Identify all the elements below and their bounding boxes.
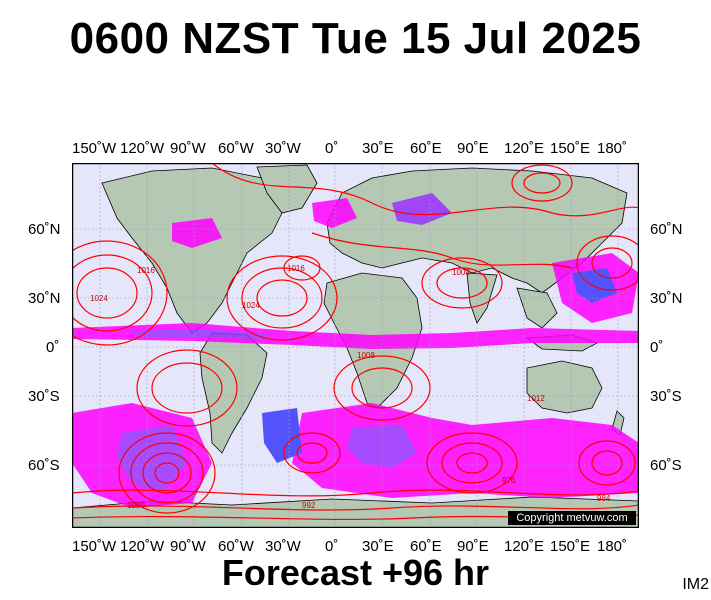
isobar bbox=[578, 440, 636, 486]
lon-label: 90˚W bbox=[170, 140, 206, 157]
lon-label: 60˚W bbox=[218, 140, 254, 157]
lon-label: 30˚E bbox=[362, 140, 394, 157]
image-id-label: IM2 bbox=[682, 576, 709, 593]
map-frame bbox=[72, 163, 639, 528]
map-title: 0600 NZST Tue 15 Jul 2025 bbox=[69, 14, 642, 63]
precip-band-tropical-core bbox=[132, 329, 272, 339]
isobar bbox=[72, 254, 153, 332]
graticule bbox=[72, 163, 639, 528]
isobar bbox=[426, 432, 518, 494]
precipitation bbox=[72, 193, 639, 508]
isobar bbox=[72, 489, 639, 497]
lon-label: 0˚ bbox=[325, 140, 339, 157]
isobar-label: 976 bbox=[502, 476, 516, 485]
lon-label: 60˚E bbox=[410, 538, 442, 555]
isobar-label: 1008 bbox=[357, 351, 375, 360]
lon-label: 150˚E bbox=[550, 538, 591, 555]
isobar bbox=[436, 267, 488, 299]
lon-label: 150˚E bbox=[550, 140, 591, 157]
lon-label: 120˚W bbox=[120, 140, 165, 157]
lat-label: 60˚N bbox=[28, 221, 61, 238]
north-america bbox=[101, 167, 288, 334]
lon-label: 120˚E bbox=[504, 140, 545, 157]
isobar bbox=[241, 267, 323, 329]
isobar bbox=[72, 504, 639, 511]
isobar bbox=[591, 450, 623, 476]
isobar bbox=[256, 279, 308, 317]
southeast-asia bbox=[516, 287, 558, 329]
lon-label: 0˚ bbox=[325, 538, 339, 555]
isobar-label: 1016 bbox=[137, 266, 155, 275]
copyright-label: Copyright metvuw.com bbox=[508, 511, 636, 525]
isobar bbox=[283, 255, 321, 281]
lat-label: 30˚S bbox=[650, 388, 682, 405]
isobar bbox=[283, 432, 341, 474]
isobar bbox=[456, 452, 488, 474]
lon-label: 180˚ bbox=[597, 538, 628, 555]
isobar-label: 992 bbox=[302, 501, 316, 510]
australia bbox=[526, 360, 603, 414]
lon-label: 150˚W bbox=[72, 538, 117, 555]
isobar bbox=[296, 442, 328, 464]
lon-label: 120˚E bbox=[504, 538, 545, 555]
lon-label: 30˚W bbox=[265, 538, 301, 555]
isobar bbox=[441, 442, 503, 484]
isobar-label: 984 bbox=[597, 494, 611, 503]
lat-label: 60˚S bbox=[28, 457, 60, 474]
isobar bbox=[151, 362, 223, 414]
lon-label: 150˚W bbox=[72, 140, 117, 157]
lon-label: 120˚W bbox=[120, 538, 165, 555]
isobar bbox=[136, 349, 238, 427]
isobar-label: 1000 bbox=[127, 501, 145, 510]
isobar-label: 1024 bbox=[242, 301, 260, 310]
isobar-label: 1024 bbox=[90, 294, 108, 303]
lon-label: 90˚W bbox=[170, 538, 206, 555]
lon-label: 90˚E bbox=[457, 538, 489, 555]
lon-label: 90˚E bbox=[457, 140, 489, 157]
lon-label: 30˚E bbox=[362, 538, 394, 555]
precip-asia bbox=[392, 193, 452, 225]
isobar bbox=[76, 267, 138, 319]
precip-europe bbox=[312, 198, 357, 228]
isobar bbox=[72, 240, 168, 346]
landmasses bbox=[72, 164, 639, 528]
isobar-label: 1016 bbox=[287, 264, 305, 273]
precip-south-pacific-core bbox=[117, 425, 187, 493]
lon-label: 30˚W bbox=[265, 140, 301, 157]
isobar bbox=[311, 232, 573, 269]
isobar bbox=[591, 247, 633, 279]
isobar bbox=[211, 163, 639, 217]
isobar-label: 1012 bbox=[527, 394, 545, 403]
isobar bbox=[118, 432, 216, 514]
lon-label: 60˚W bbox=[218, 538, 254, 555]
isobar bbox=[154, 462, 180, 484]
precip-north-america bbox=[172, 218, 222, 248]
forecast-label: Forecast +96 hr bbox=[221, 552, 490, 593]
precip-southern-ocean-core bbox=[347, 425, 417, 468]
lat-label: 0˚ bbox=[650, 339, 664, 356]
isobar bbox=[511, 164, 573, 202]
precip-south-atlantic bbox=[262, 408, 302, 463]
isobar bbox=[421, 257, 503, 309]
isobar bbox=[351, 367, 413, 409]
isobar bbox=[576, 235, 639, 291]
weather-map: 1024 1024 1016 1016 1008 1000 1000 992 9… bbox=[72, 163, 639, 528]
isobar bbox=[130, 442, 204, 504]
isobar bbox=[226, 255, 338, 341]
south-america bbox=[199, 332, 268, 454]
lon-label: 60˚E bbox=[410, 140, 442, 157]
isobar-label: 1000 bbox=[452, 268, 470, 277]
lat-label: 30˚N bbox=[28, 290, 61, 307]
isobar bbox=[333, 355, 431, 421]
lon-label: 180˚ bbox=[597, 140, 628, 157]
lat-label: 60˚N bbox=[650, 221, 683, 238]
lat-label: 60˚S bbox=[650, 457, 682, 474]
lat-label: 0˚ bbox=[46, 339, 60, 356]
isobar bbox=[523, 172, 561, 194]
isobar-labels: 1024 1024 1016 1016 1008 1000 1000 992 9… bbox=[90, 264, 611, 510]
lat-label: 30˚S bbox=[28, 388, 60, 405]
greenland bbox=[256, 164, 318, 214]
lat-label: 30˚N bbox=[650, 290, 683, 307]
isobar bbox=[142, 452, 192, 494]
